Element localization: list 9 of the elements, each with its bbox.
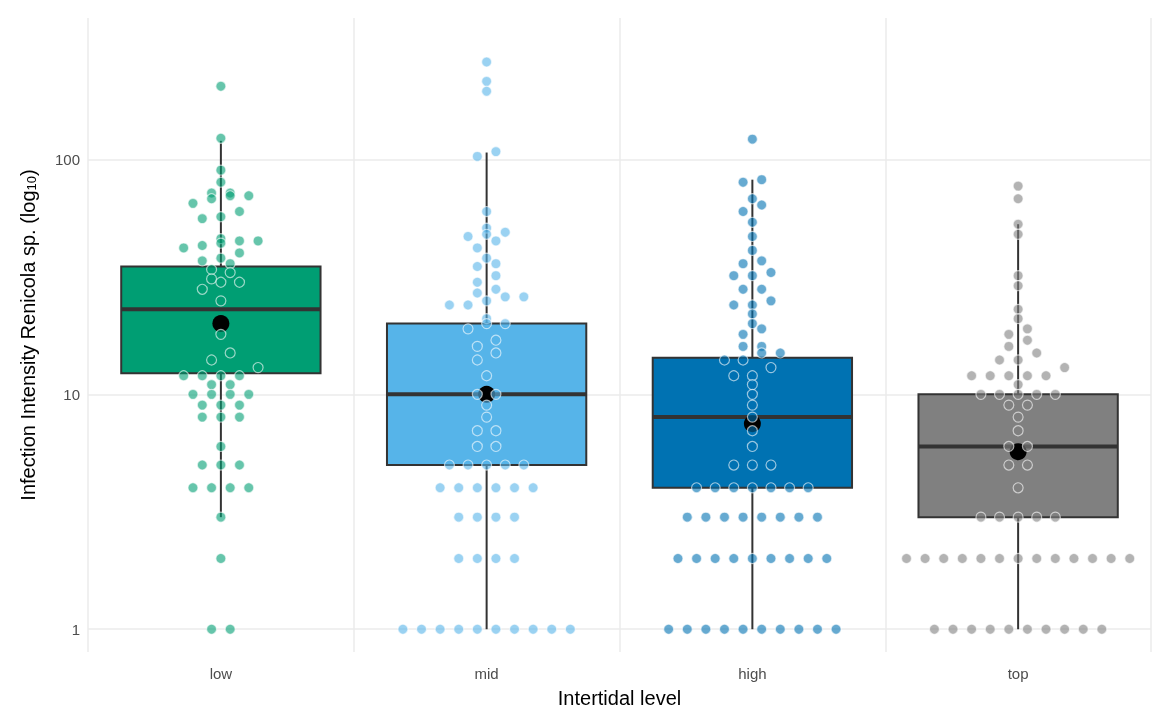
y-tick-label: 100 xyxy=(54,150,80,168)
y-tick-label: 1 xyxy=(71,620,80,638)
x-tick-label: low xyxy=(209,665,233,682)
x-tick-label: mid xyxy=(474,665,499,682)
x-tick-label: high xyxy=(738,665,767,682)
y-tick-label: 10 xyxy=(63,385,80,403)
y-axis-title: Infection Intensity Renicola sp. (log10) xyxy=(16,169,39,501)
x-axis-title: Intertidal level xyxy=(557,687,682,709)
x-tick-label: top xyxy=(1007,665,1029,682)
